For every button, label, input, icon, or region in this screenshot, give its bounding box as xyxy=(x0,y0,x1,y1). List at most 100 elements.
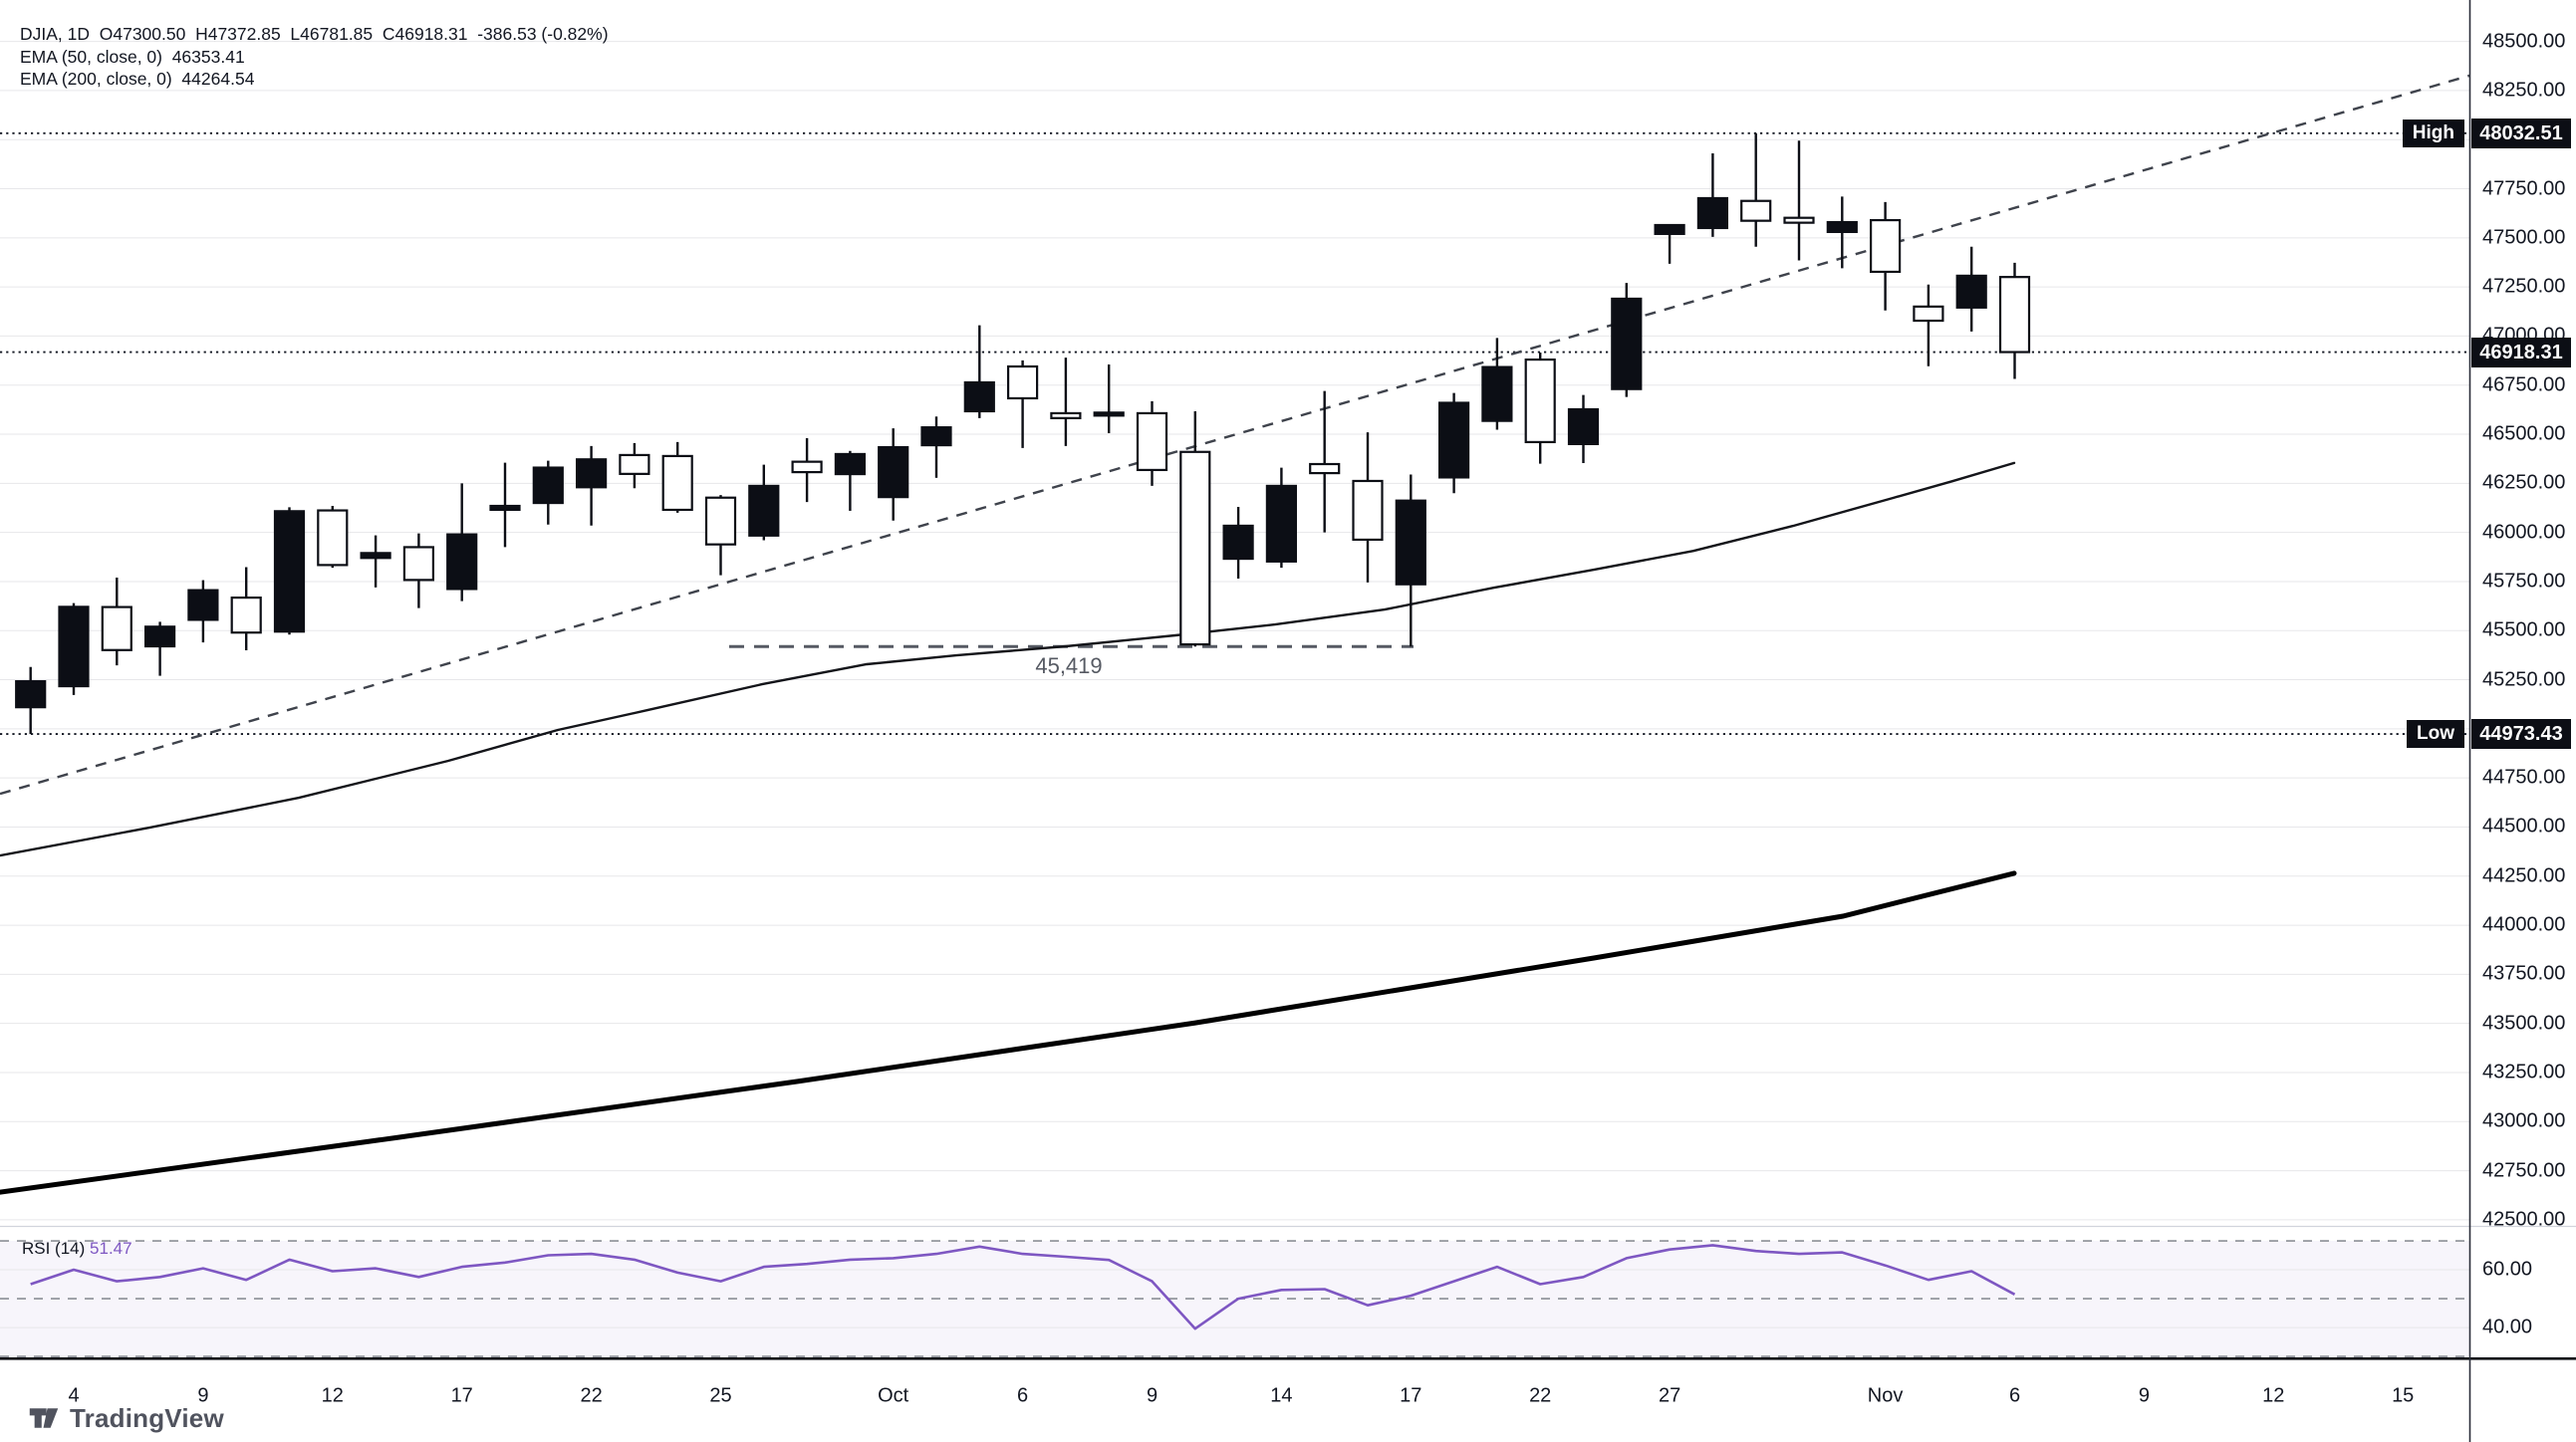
candle[interactable] xyxy=(1481,338,1513,430)
price-axis-label: 48500.00 xyxy=(2482,30,2566,53)
candle[interactable] xyxy=(1696,153,1729,237)
candle[interactable] xyxy=(532,460,564,525)
candle[interactable] xyxy=(402,533,434,608)
price-axis-label: 47500.00 xyxy=(2482,226,2566,249)
candle[interactable] xyxy=(963,325,995,418)
candle[interactable] xyxy=(1826,196,1858,269)
candle[interactable] xyxy=(230,567,262,650)
candle-body-up xyxy=(1437,401,1470,479)
candle[interactable] xyxy=(1395,474,1426,647)
price-axis-label: 43500.00 xyxy=(2482,1012,2566,1035)
candle[interactable] xyxy=(1998,262,2031,379)
candle-body-up xyxy=(575,458,608,489)
ema200-legend-row[interactable]: EMA (200, close, 0) 44264.54 xyxy=(20,69,255,89)
price-axis-label: 43250.00 xyxy=(2482,1061,2566,1083)
candle[interactable] xyxy=(791,437,823,503)
candle-body-down xyxy=(1783,216,1815,224)
candle[interactable] xyxy=(446,483,478,601)
candle[interactable] xyxy=(619,442,650,489)
ema200-line xyxy=(0,870,2017,1195)
candle[interactable] xyxy=(317,506,349,569)
candle-body-down xyxy=(1524,358,1556,444)
rsi-legend-value: 51.47 xyxy=(90,1239,132,1258)
rsi-band xyxy=(0,1241,2469,1357)
candle[interactable] xyxy=(1222,507,1254,579)
rsi-legend-label: RSI (14) xyxy=(22,1239,86,1258)
candle[interactable] xyxy=(920,416,952,478)
price-axis-label: 42500.00 xyxy=(2482,1208,2566,1231)
candle[interactable] xyxy=(661,441,693,513)
candle[interactable] xyxy=(878,428,909,521)
candle[interactable] xyxy=(704,495,737,576)
candle-body-up xyxy=(1481,365,1513,422)
ema50-legend-row[interactable]: EMA (50, close, 0) 46353.41 xyxy=(20,47,245,67)
candle-body-up xyxy=(144,625,176,648)
price-level-label: 45,419 xyxy=(1035,653,1103,678)
candle[interactable] xyxy=(360,535,391,588)
price-axis-label: 48250.00 xyxy=(2482,79,2566,102)
time-axis-label: 14 xyxy=(1270,1384,1293,1407)
candle[interactable] xyxy=(489,462,521,548)
tradingview-logo-text: TradingView xyxy=(70,1402,224,1433)
candle-body-up xyxy=(532,466,564,505)
high-marker-tag: High xyxy=(2402,119,2464,147)
candle-body-up xyxy=(748,484,780,537)
time-axis-label: 17 xyxy=(450,1384,473,1407)
candle[interactable] xyxy=(1524,352,1556,464)
candle[interactable] xyxy=(1093,364,1125,434)
candle[interactable] xyxy=(101,578,132,666)
candle-body-up xyxy=(1955,274,1987,309)
price-axis-label: 44250.00 xyxy=(2482,864,2566,887)
candle-body-up xyxy=(1826,220,1858,234)
candle[interactable] xyxy=(1437,392,1470,494)
candle[interactable] xyxy=(1352,432,1384,583)
rsi-line xyxy=(30,1244,2016,1330)
candle[interactable] xyxy=(1913,284,1944,366)
candle[interactable] xyxy=(1783,140,1815,261)
candle[interactable] xyxy=(1740,132,1772,247)
trendline-drawing[interactable] xyxy=(0,74,2470,796)
candle[interactable] xyxy=(1611,283,1643,397)
candle[interactable] xyxy=(834,450,867,511)
candle-body-down xyxy=(1136,411,1168,472)
time-axis-label: 9 xyxy=(2138,1384,2150,1407)
candle[interactable] xyxy=(15,666,47,735)
candle[interactable] xyxy=(1050,358,1082,446)
candle-body-up xyxy=(1395,499,1426,586)
candle[interactable] xyxy=(1265,467,1298,569)
low-price-badge: 44973.43 xyxy=(2471,719,2571,749)
low-marker-tag: Low xyxy=(2407,720,2464,748)
candle[interactable] xyxy=(1006,360,1039,448)
candle-body-up xyxy=(1222,524,1254,561)
candle[interactable] xyxy=(187,580,219,643)
candle-body-down xyxy=(791,460,823,474)
time-axis-label: 4 xyxy=(68,1384,80,1407)
price-axis-label: 46500.00 xyxy=(2482,422,2566,445)
candle[interactable] xyxy=(1309,390,1341,533)
time-axis-label: 22 xyxy=(580,1384,603,1407)
candle[interactable] xyxy=(1567,394,1600,464)
rsi-legend-row[interactable]: RSI (14) 51.47 xyxy=(22,1239,132,1259)
candle-body-down xyxy=(1309,462,1341,475)
tradingview-logo[interactable]: TradingView xyxy=(28,1402,224,1434)
candle[interactable] xyxy=(144,621,176,676)
candle-body-up xyxy=(446,533,478,591)
candle[interactable] xyxy=(1955,246,1987,332)
candle[interactable] xyxy=(1179,410,1211,647)
candle[interactable] xyxy=(748,464,780,541)
price-axis-label: 42750.00 xyxy=(2482,1159,2566,1182)
time-axis-label: 12 xyxy=(321,1384,344,1407)
candle[interactable] xyxy=(58,602,90,695)
candle[interactable] xyxy=(1654,223,1685,264)
candle[interactable] xyxy=(273,507,306,635)
candle[interactable] xyxy=(1869,201,1902,311)
tradingview-logo-icon xyxy=(29,1408,59,1428)
candle-body-up xyxy=(1654,223,1685,235)
candle-body-up xyxy=(187,589,219,621)
candle[interactable] xyxy=(575,445,608,526)
price-axis-label: 43750.00 xyxy=(2482,962,2566,985)
symbol-legend-row[interactable]: DJIA, 1D O47300.50 H47372.85 L46781.85 C… xyxy=(20,24,609,44)
candle[interactable] xyxy=(1136,400,1168,486)
price-axis-label: 47750.00 xyxy=(2482,177,2566,200)
